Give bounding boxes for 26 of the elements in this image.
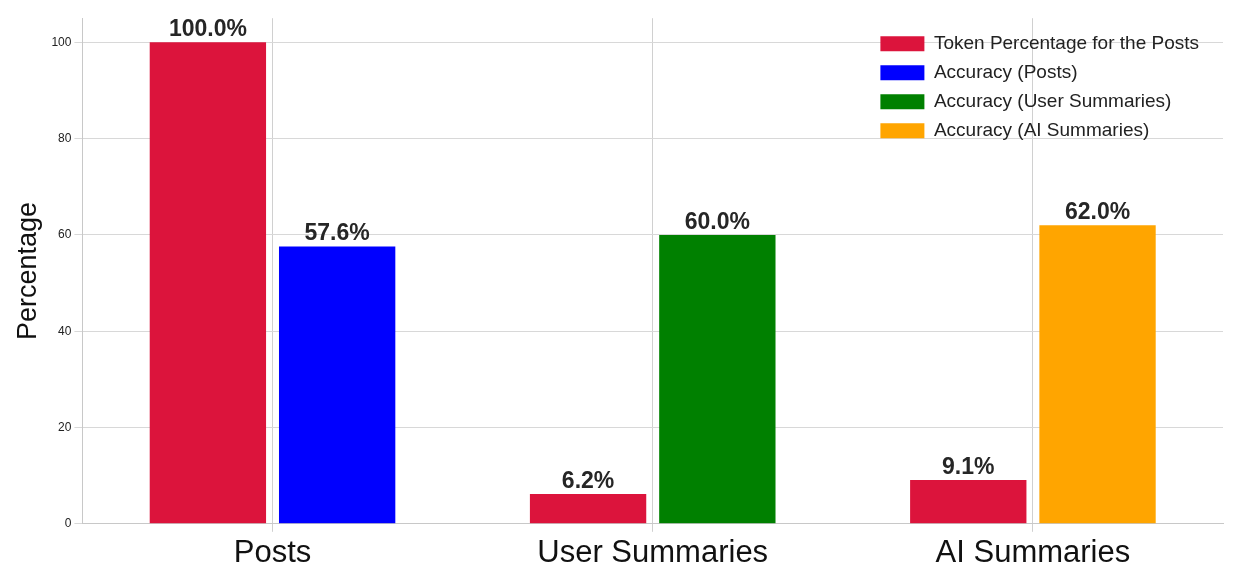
data-label: 57.6% [304, 219, 370, 246]
y-tick-label: 60 [58, 227, 72, 242]
y-tick-label: 40 [58, 323, 72, 338]
y-axis-title: Percentage [11, 201, 42, 341]
data-label: 9.1% [942, 452, 995, 479]
legend-label: Accuracy (User Summaries) [933, 89, 1172, 111]
legend-label: Accuracy (AI Summaries) [933, 118, 1150, 140]
bar [659, 234, 776, 524]
bar [149, 42, 267, 524]
bar [910, 479, 1027, 524]
data-label: 6.2% [561, 466, 615, 493]
x-tick-label: User Summaries [537, 533, 769, 569]
bar [529, 493, 647, 524]
y-tick-label: 100 [51, 34, 72, 49]
y-tick-label: 0 [64, 516, 72, 531]
x-tick-label: Posts [233, 533, 312, 569]
data-label: 100.0% [168, 15, 247, 42]
x-tick-label: AI Summaries [935, 533, 1131, 569]
y-tick-label: 20 [58, 419, 72, 434]
bar [1039, 225, 1156, 524]
data-label: 62.0% [1064, 198, 1131, 225]
legend-label: Token Percentage for the Posts [933, 31, 1200, 53]
legend-label: Accuracy (Posts) [933, 60, 1078, 82]
y-tick-label: 80 [58, 130, 72, 145]
bar [278, 246, 396, 524]
data-label: 60.0% [684, 207, 750, 234]
